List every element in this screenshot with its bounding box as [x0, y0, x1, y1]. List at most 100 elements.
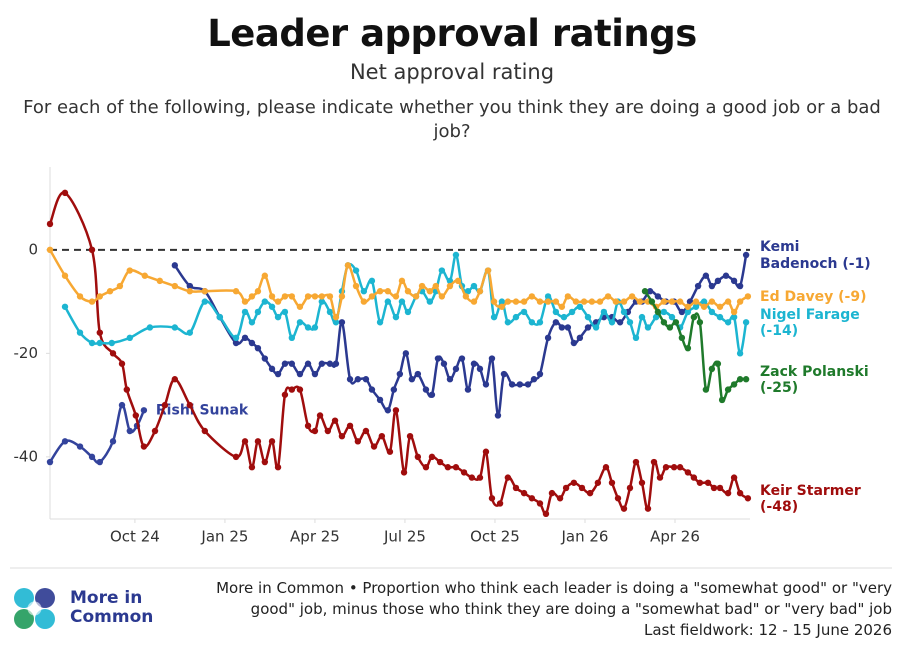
point: [171, 376, 179, 383]
point: [530, 376, 538, 383]
point: [650, 458, 658, 466]
point: [118, 360, 126, 367]
point: [544, 293, 552, 300]
point: [426, 288, 434, 295]
point: [702, 386, 710, 393]
point: [140, 407, 148, 414]
point: [660, 298, 668, 305]
point: [632, 458, 640, 466]
point: [408, 376, 416, 383]
point: [311, 293, 319, 300]
brand-line: Common: [70, 607, 154, 627]
series: Rishi Sunak: [46, 401, 249, 466]
point: [544, 298, 552, 305]
point: [684, 344, 692, 352]
point: [274, 370, 282, 378]
series: Keir Starmer(-48): [46, 189, 861, 518]
point: [508, 381, 516, 388]
point: [352, 282, 360, 290]
point: [464, 386, 472, 393]
point: [248, 464, 256, 471]
point: [724, 386, 732, 393]
point: [744, 495, 752, 502]
point: [281, 360, 289, 367]
x-tick-label: Apr 25: [290, 528, 340, 546]
point: [556, 495, 564, 502]
point: [702, 272, 710, 279]
point: [446, 282, 454, 290]
point: [736, 376, 744, 383]
point: [626, 484, 634, 492]
point: [281, 391, 289, 398]
point: [296, 370, 304, 378]
line: [48, 403, 146, 464]
point: [201, 288, 209, 295]
point: [186, 401, 194, 409]
point: [61, 189, 69, 197]
point: [186, 282, 194, 290]
point: [318, 298, 326, 305]
point: [376, 288, 384, 295]
point: [464, 288, 472, 295]
point: [304, 324, 312, 331]
point: [584, 324, 592, 331]
point: [742, 376, 750, 383]
point: [304, 422, 312, 430]
point: [678, 334, 686, 342]
point: [392, 293, 400, 300]
point: [61, 272, 69, 279]
point: [730, 474, 738, 481]
point: [684, 308, 692, 316]
y-tick-label: -40: [14, 447, 39, 465]
series-label: (-14): [760, 323, 798, 339]
x-tick-label: Oct 25: [470, 528, 520, 546]
point: [311, 427, 319, 435]
point: [708, 365, 716, 373]
point: [730, 277, 738, 285]
point: [161, 401, 169, 409]
point: [552, 298, 560, 305]
point: [156, 277, 164, 285]
series-label: Ed Davey (-9): [760, 289, 867, 305]
point: [476, 288, 484, 295]
point: [326, 360, 334, 367]
point: [436, 458, 444, 466]
point: [96, 458, 104, 466]
point: [672, 319, 680, 326]
point: [632, 334, 640, 342]
point: [536, 319, 544, 326]
footnote: More in Common • Proportion who think ea…: [202, 578, 892, 641]
point: [600, 308, 608, 316]
point: [542, 510, 550, 518]
point: [660, 319, 668, 326]
point: [576, 334, 584, 342]
point: [608, 319, 616, 326]
point: [476, 365, 484, 373]
point: [344, 262, 352, 269]
point: [268, 303, 276, 310]
point: [608, 479, 616, 486]
point: [46, 246, 54, 254]
point: [354, 438, 362, 445]
point: [118, 401, 126, 409]
point: [338, 319, 346, 326]
point: [392, 407, 400, 414]
point: [690, 313, 698, 321]
point: [660, 308, 668, 316]
point: [678, 308, 686, 316]
point: [516, 381, 524, 388]
point: [670, 464, 678, 471]
point: [692, 298, 700, 305]
point: [132, 412, 140, 419]
logo: [14, 588, 55, 629]
point: [346, 376, 354, 383]
point: [736, 298, 744, 305]
point: [528, 495, 536, 502]
point: [580, 298, 588, 305]
point: [171, 282, 179, 290]
point: [690, 474, 698, 481]
point: [116, 282, 124, 290]
point: [96, 339, 104, 347]
point: [730, 308, 738, 316]
